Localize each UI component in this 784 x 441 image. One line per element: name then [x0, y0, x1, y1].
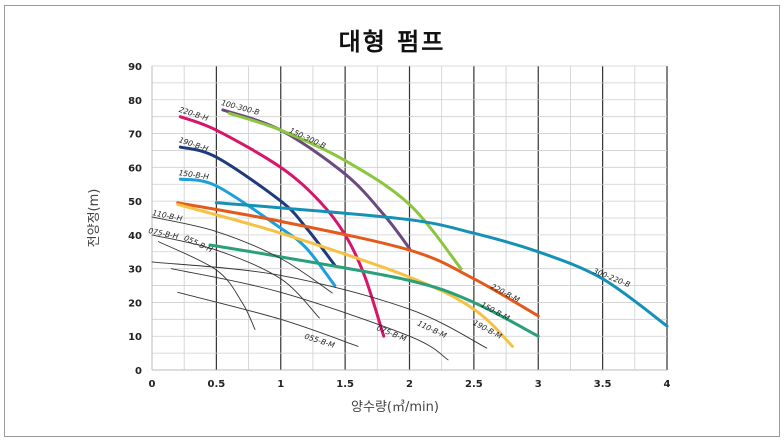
y-tick-label: 70: [128, 130, 142, 141]
series-line-190-B-H: [178, 145, 337, 267]
series-line-300-220-B: [214, 201, 669, 328]
series-line-055-B-M: [177, 291, 359, 347]
x-tick-label: 3: [535, 379, 542, 390]
series-line-110-B-H: [151, 216, 333, 294]
series-line-110-B-M: [151, 261, 488, 349]
y-tick-label: 90: [128, 62, 142, 73]
chart-frame: [4, 5, 780, 437]
series-label: 110-B-H: [152, 208, 184, 223]
y-tick-label: 40: [128, 231, 142, 242]
series-line-150-B-H: [178, 177, 337, 288]
y-tick-label: 30: [128, 265, 142, 276]
y-tick-label: 80: [128, 96, 142, 107]
x-tick-label: 0: [149, 379, 156, 390]
x-tick-label: 1.5: [336, 379, 354, 390]
series-label: 075-B-M: [375, 323, 408, 343]
series-line-190-B-M: [176, 202, 514, 348]
y-tick-label: 50: [128, 197, 142, 208]
y-axis-label: 전양정(m): [87, 189, 102, 248]
x-tick-label: 2: [406, 379, 413, 390]
series-line-150-300-B: [227, 111, 463, 271]
series-lines: [151, 108, 669, 361]
series-line-150-B-M: [208, 243, 540, 338]
series-label: 110-B-M: [416, 319, 449, 341]
series-line-055-B-H: [157, 241, 256, 330]
series-line-075-B-M: [170, 268, 449, 361]
y-tick-label: 20: [128, 298, 142, 309]
series-line-075-B-H: [151, 234, 320, 319]
y-tick-label: 60: [128, 163, 142, 174]
x-axis-label: 양수량(㎥/min): [351, 400, 439, 415]
y-tick-label: 10: [128, 332, 142, 343]
grid: [151, 65, 668, 371]
series-label: 055-B-M: [303, 332, 336, 350]
series-label: 150-B-H: [178, 168, 210, 181]
y-tick-label: 0: [135, 366, 142, 377]
chart-title: 대형 펌프: [338, 28, 446, 56]
series-line-220-B-H: [178, 115, 386, 338]
x-tick-label: 2.5: [465, 379, 483, 390]
x-tick-label: 1: [277, 379, 284, 390]
x-tick-label: 3.5: [594, 379, 612, 390]
series-line-220-B-M: [176, 201, 540, 318]
series-label: 055-B-H: [183, 233, 215, 254]
x-tick-label: 0.5: [208, 379, 226, 390]
x-tick-label: 4: [664, 379, 671, 390]
